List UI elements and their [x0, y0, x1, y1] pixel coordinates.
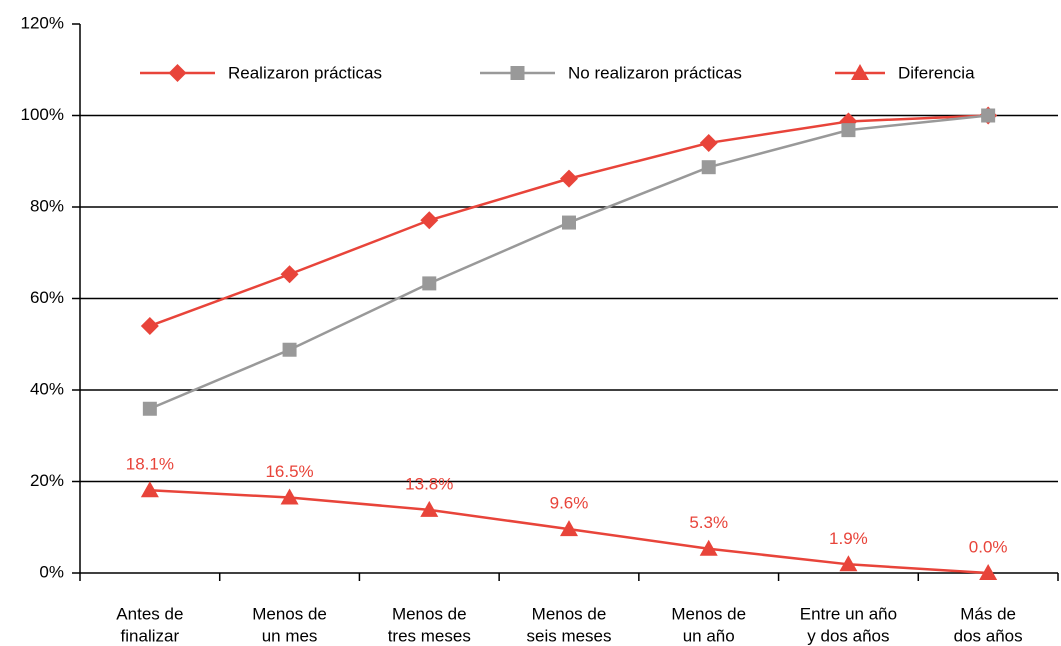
data-point [420, 500, 439, 517]
x-tick-label: finalizar [121, 626, 180, 645]
data-point [699, 133, 718, 152]
y-tick-label: 100% [21, 105, 64, 124]
x-tick-label: y dos años [807, 626, 889, 645]
y-tick-label: 60% [30, 288, 64, 307]
x-tick-label: Menos de [252, 604, 327, 623]
y-tick-label: 20% [30, 471, 64, 490]
data-point [701, 160, 716, 175]
data-point [280, 265, 299, 284]
data-point [699, 539, 718, 556]
y-tick-label: 40% [30, 379, 64, 398]
data-label: 5.3% [689, 513, 728, 532]
x-tick-label: tres meses [388, 626, 471, 645]
y-tick-label: 80% [30, 196, 64, 215]
data-point [562, 215, 576, 230]
legend-label: No realizaron prácticas [568, 63, 742, 82]
legend-marker [168, 64, 187, 82]
x-tick-label: un mes [262, 626, 318, 645]
data-point [841, 123, 856, 138]
x-tick-label: Menos de [532, 604, 607, 623]
legend-label: Diferencia [898, 63, 975, 82]
data-label: 9.6% [550, 494, 589, 513]
data-label: 0.0% [969, 537, 1008, 556]
x-tick-label: Más de [960, 604, 1016, 623]
y-tick-label: 120% [21, 13, 64, 32]
data-point [979, 564, 998, 580]
legend-label: Realizaron prácticas [228, 63, 382, 82]
legend-marker [510, 66, 525, 80]
x-tick-label: Menos de [671, 604, 746, 623]
legend-marker [851, 64, 869, 80]
data-point [142, 401, 157, 416]
x-tick-label: seis meses [526, 626, 611, 645]
data-point [839, 555, 858, 572]
series-line [149, 114, 989, 410]
x-tick-label: dos años [954, 626, 1023, 645]
data-point [282, 342, 297, 357]
x-tick-label: Entre un año [800, 604, 897, 623]
data-point [422, 276, 437, 291]
y-tick-label: 0% [39, 562, 64, 581]
data-label: 13.8% [405, 474, 453, 493]
data-point [981, 108, 996, 123]
x-tick-label: un año [683, 626, 735, 645]
data-label: 18.1% [126, 455, 174, 474]
data-label: 1.9% [829, 529, 868, 548]
data-point [560, 169, 578, 188]
data-point [140, 316, 159, 335]
data-label: 16.5% [265, 462, 313, 481]
x-tick-label: Antes de [116, 604, 183, 623]
x-tick-label: Menos de [392, 604, 467, 623]
data-point [560, 520, 578, 537]
data-point [280, 488, 299, 505]
data-point [140, 481, 159, 498]
data-point [420, 211, 439, 230]
